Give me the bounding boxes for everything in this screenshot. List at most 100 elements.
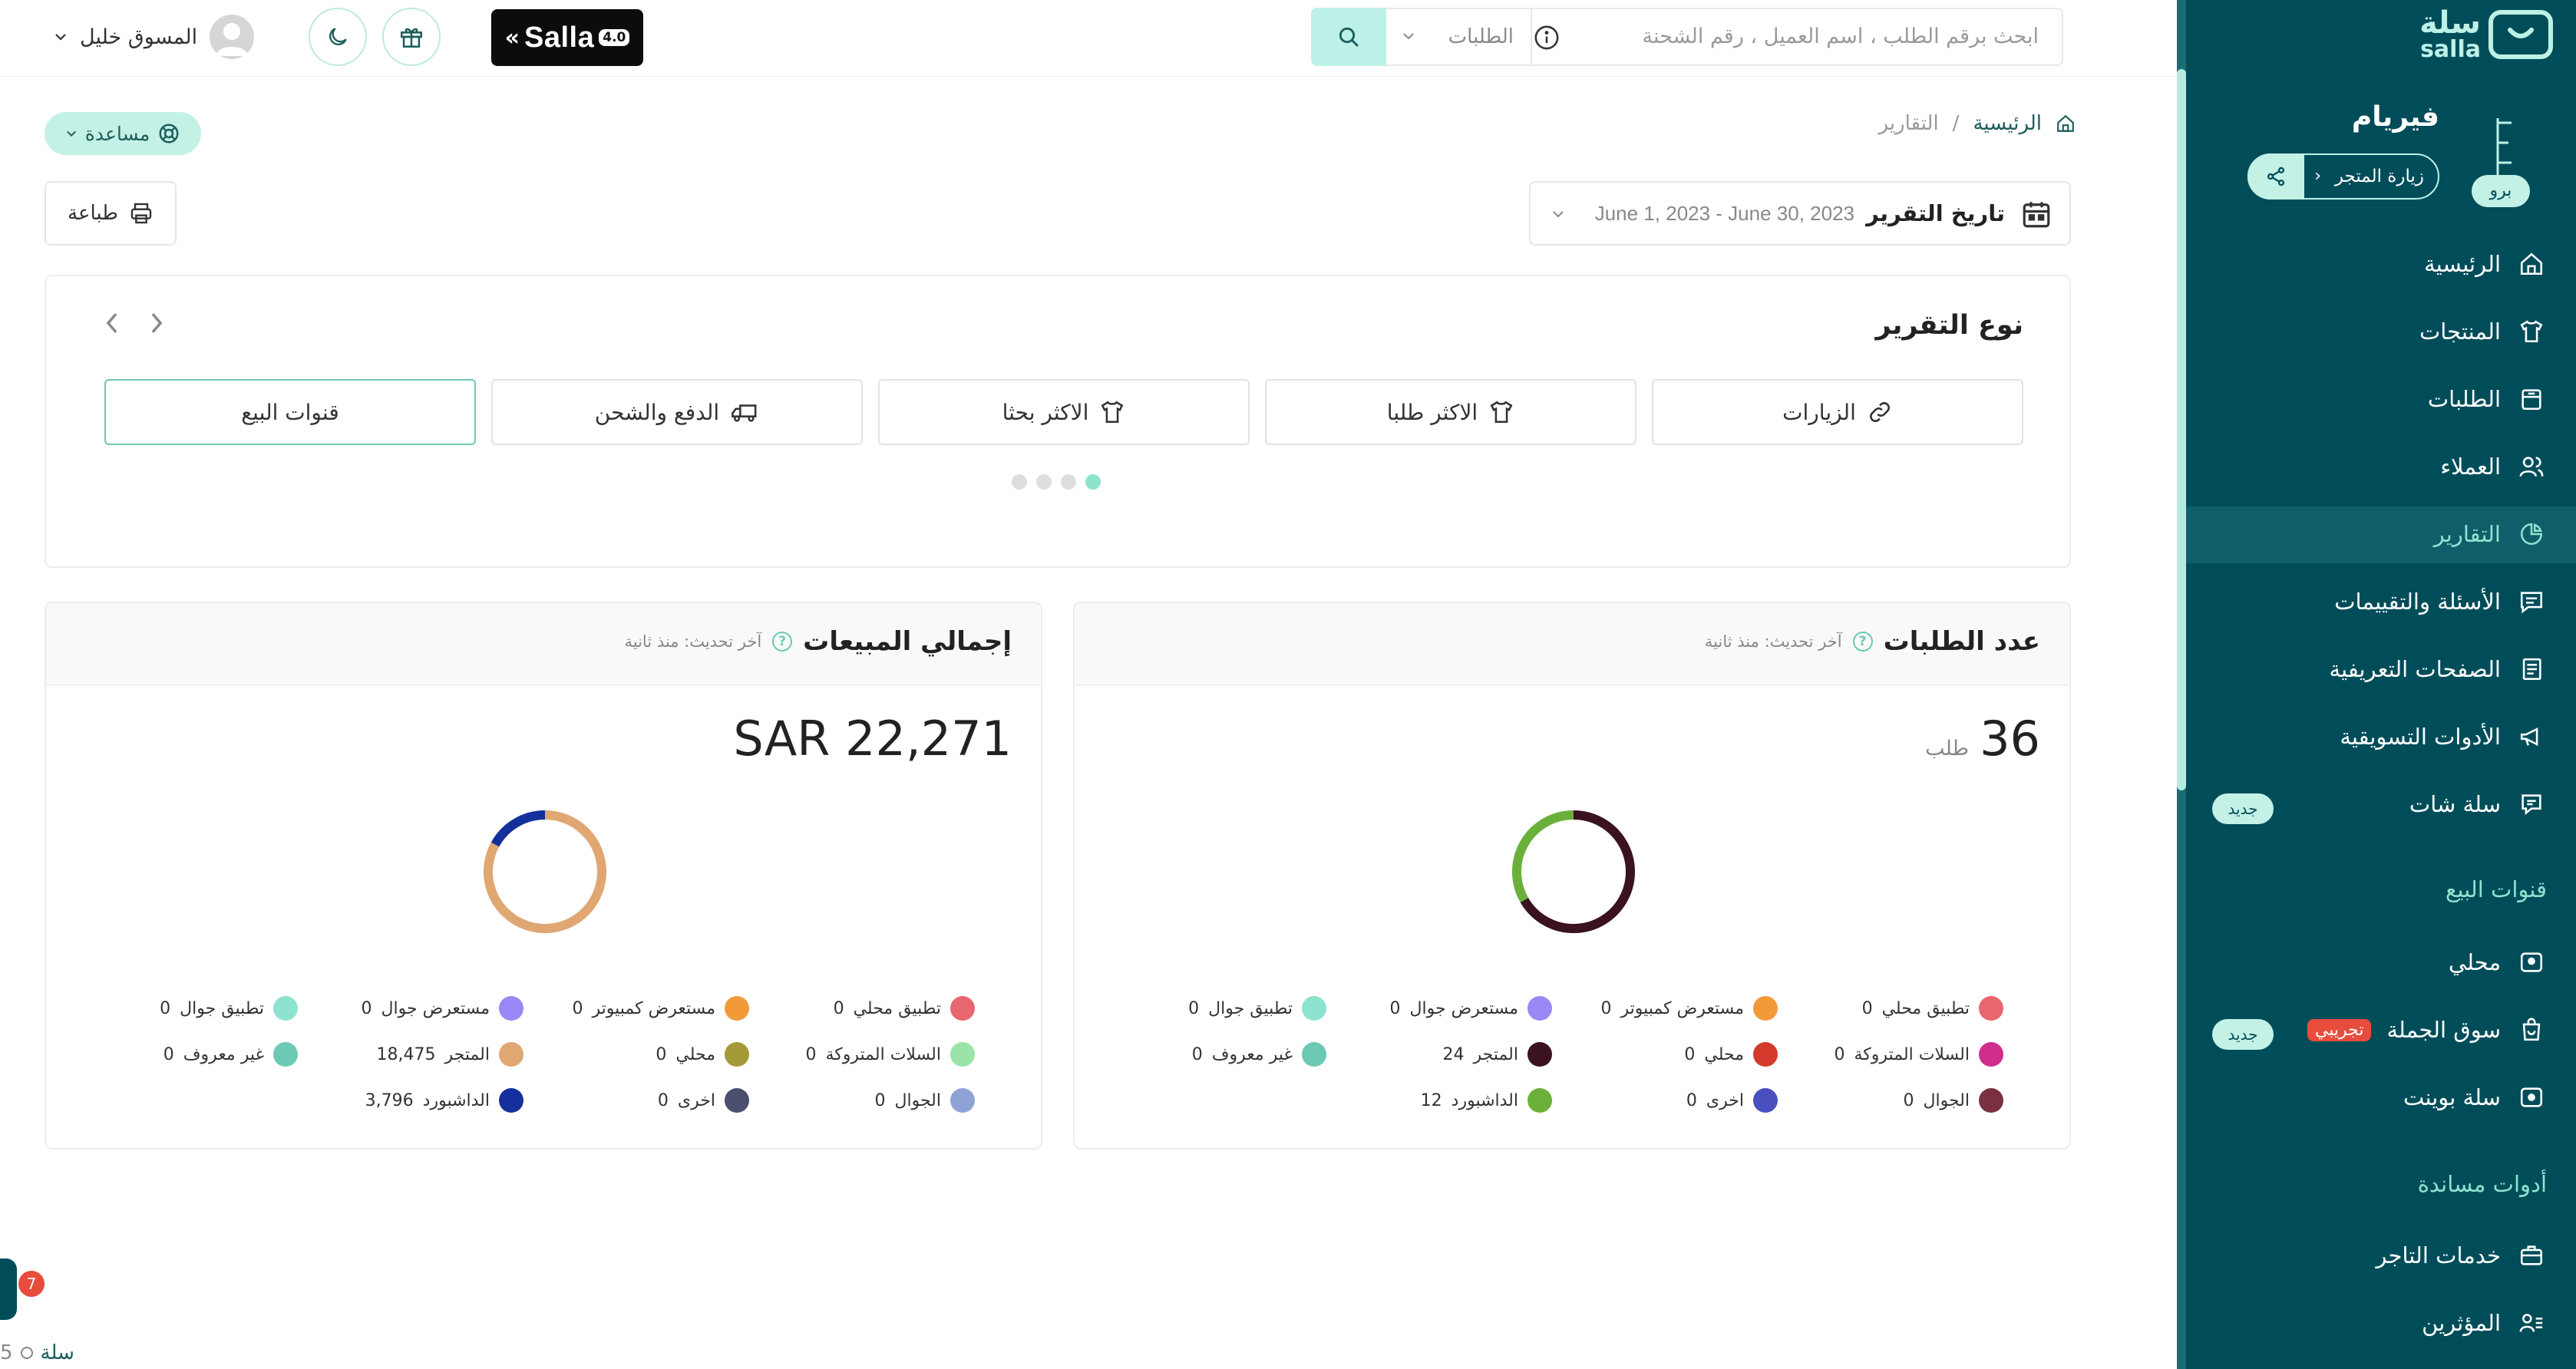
donut-segment[interactable] <box>484 810 606 933</box>
sidebar-item-salla-point[interactable]: سلة بوينت <box>2403 1074 2547 1120</box>
legend-item[interactable]: 0 تطبيق جوال <box>1188 996 1326 1021</box>
breadcrumb-home[interactable]: الرئيسية <box>1973 112 2042 135</box>
legend-item[interactable]: 0 السلات المتروكة <box>806 1042 975 1067</box>
divider <box>1531 9 1532 64</box>
legend-item[interactable]: 0 اخرى <box>658 1088 749 1113</box>
legend-item[interactable]: 0 مستعرض جوال <box>362 996 523 1021</box>
store-logo-icon[interactable] <box>2469 115 2530 207</box>
report-tab-payment-shipping[interactable]: الدفع والشحن <box>491 379 863 445</box>
sidebar-item-products[interactable]: المنتجات <box>2419 308 2547 355</box>
chevron-right-icon[interactable] <box>147 310 166 336</box>
legend-item[interactable]: 0 اخرى <box>1686 1088 1778 1113</box>
legend-item[interactable]: 0 تطبيق محلي <box>1862 996 2003 1021</box>
legend-item[interactable]: 0 محلي <box>656 1042 749 1067</box>
home-icon[interactable] <box>2056 114 2076 134</box>
user-menu[interactable]: المسوق خليل <box>54 14 255 60</box>
donut-segment[interactable] <box>1520 810 1635 933</box>
legend-item[interactable]: 0 السلات المتروكة <box>1835 1042 2003 1067</box>
visit-store-button[interactable]: زيارة المتجر › <box>2247 153 2439 200</box>
legend-value: 0 <box>1191 1044 1203 1064</box>
legend-item[interactable]: 3,796 الداشبورد <box>365 1088 523 1113</box>
report-tab-sales-channels[interactable]: قنوات البيع <box>104 379 476 445</box>
card-title: إجمالي المبيعات <box>803 626 1012 657</box>
report-tab-visits[interactable]: الزيارات <box>1652 379 2023 445</box>
gift-button[interactable] <box>382 8 441 66</box>
legend-item[interactable]: 18,475 المتجر <box>377 1042 523 1067</box>
sidebar-item-influencers[interactable]: المؤثرين <box>2422 1300 2547 1346</box>
dark-mode-toggle[interactable] <box>309 8 367 66</box>
shirt-icon <box>1101 401 1124 424</box>
sidebar-item-salla-chat[interactable]: سلة شات <box>2409 781 2547 827</box>
salla-logo[interactable]: سلة salla <box>2419 8 2553 61</box>
legend-label: اخرى <box>1706 1090 1744 1110</box>
legend-item[interactable]: 24 المتجر <box>1442 1042 1552 1067</box>
circle-icon <box>20 1347 33 1359</box>
sidebar-item-pages[interactable]: الصفحات التعريفية <box>2330 646 2547 692</box>
help-circle-icon[interactable]: ? <box>772 632 793 652</box>
sidebar-item-marketing-tools[interactable]: الأدوات التسويقية <box>2340 714 2547 760</box>
sidebar-item-label: خدمات التاجر <box>2376 1242 2501 1268</box>
search-type-select[interactable]: الطلبات <box>1385 9 1531 64</box>
sidebar-section-sales-channels: قنوات البيع <box>2445 876 2547 902</box>
salla-version-badge[interactable]: « Salla 4.0 <box>491 9 643 66</box>
print-button[interactable]: طباعة <box>45 181 177 246</box>
sidebar-item-reports[interactable]: التقارير <box>2434 511 2547 557</box>
search-type-label: الطلبات <box>1448 25 1514 48</box>
report-tab-most-ordered[interactable]: الاكثر طلبا <box>1265 379 1636 445</box>
sidebar-item-orders[interactable]: الطلبات <box>2428 376 2547 422</box>
search-button[interactable] <box>1311 8 1386 66</box>
legend-item[interactable]: 0 مستعرض جوال <box>1390 996 1552 1021</box>
legend-item[interactable]: 0 غير معروف <box>1192 1042 1326 1067</box>
sidebar-item-label: سلة بوينت <box>2403 1084 2501 1110</box>
sidebar-item-questions-reviews[interactable]: الأسئلة والتقييمات <box>2334 579 2547 625</box>
legend-item[interactable]: 0 الجوال <box>875 1088 975 1113</box>
legend-item[interactable]: 0 محلي <box>1684 1042 1778 1067</box>
legend-value: 0 <box>805 1044 817 1064</box>
legend-item[interactable]: 0 مستعرض كمبيوتر <box>573 996 749 1021</box>
new-badge: جديد <box>2212 1019 2274 1050</box>
info-icon[interactable] <box>1534 25 1560 51</box>
chevron-down-icon <box>1553 211 1564 218</box>
report-tab-label: الاكثر بحثا <box>1002 399 1089 425</box>
legend-label: تطبيق محلي <box>1881 998 1970 1018</box>
active-nav-highlight <box>2186 506 2576 563</box>
carousel-dot-active[interactable] <box>1085 474 1101 490</box>
sidebar-item-merchant-services[interactable]: خدمات التاجر <box>2376 1232 2547 1278</box>
carousel-dot[interactable] <box>1036 474 1052 490</box>
search-icon <box>1339 27 1359 48</box>
chevron-left-icon[interactable] <box>103 310 121 336</box>
scrollbar-thumb[interactable] <box>2177 69 2186 790</box>
home-icon <box>2520 252 2543 275</box>
carousel-dots <box>1012 474 1101 490</box>
legend-item[interactable]: 0 الجوال <box>1904 1088 2003 1113</box>
salla-bag-icon <box>2488 10 2553 59</box>
chat-widget-button[interactable] <box>0 1258 17 1320</box>
sidebar-item-home[interactable]: الرئيسية <box>2424 241 2547 287</box>
report-tab-label: الزيارات <box>1782 399 1856 425</box>
legend-swatch <box>1527 996 1552 1021</box>
card-header: عدد الطلبات ? آخر تحديث: منذ ثانية <box>1075 603 2069 686</box>
legend-item[interactable]: 0 تطبيق محلي <box>834 996 975 1021</box>
chevron-down-icon <box>66 130 76 137</box>
carousel-dot[interactable] <box>1061 474 1076 490</box>
carousel-dot[interactable] <box>1012 474 1027 490</box>
sidebar-item-label: المنتجات <box>2419 318 2501 345</box>
legend-label: محلي <box>1704 1044 1744 1064</box>
sidebar-item-wholesale[interactable]: سوق الجملة تجريبي <box>2307 1007 2547 1053</box>
report-date-picker[interactable]: تاريخ التقرير June 1, 2023 - June 30, 20… <box>1529 181 2071 246</box>
help-button[interactable]: مساعدة <box>45 112 201 155</box>
sidebar-item-local[interactable]: محلي <box>2449 939 2547 985</box>
total-sales-card: إجمالي المبيعات ? آخر تحديث: منذ ثانية S… <box>45 602 1042 1150</box>
legend-value: 0 <box>1600 998 1612 1018</box>
legend-item[interactable]: 0 مستعرض كمبيوتر <box>1601 996 1778 1021</box>
search-input[interactable]: ابحث برقم الطلب ، اسم العميل ، رقم الشحن… <box>1642 25 2039 48</box>
legend-item[interactable]: 0 تطبيق جوال <box>160 996 298 1021</box>
legend-item[interactable]: 0 غير معروف <box>163 1042 298 1067</box>
donut-segment[interactable] <box>490 810 546 847</box>
donut-segment[interactable] <box>1512 810 1574 902</box>
share-button[interactable] <box>2247 153 2304 200</box>
report-tab-most-searched[interactable]: الاكثر بحثا <box>878 379 1250 445</box>
legend-item[interactable]: 12 الداشبورد <box>1421 1088 1552 1113</box>
help-circle-icon[interactable]: ? <box>1852 632 1873 652</box>
sidebar-item-customers[interactable]: العملاء <box>2440 444 2547 490</box>
